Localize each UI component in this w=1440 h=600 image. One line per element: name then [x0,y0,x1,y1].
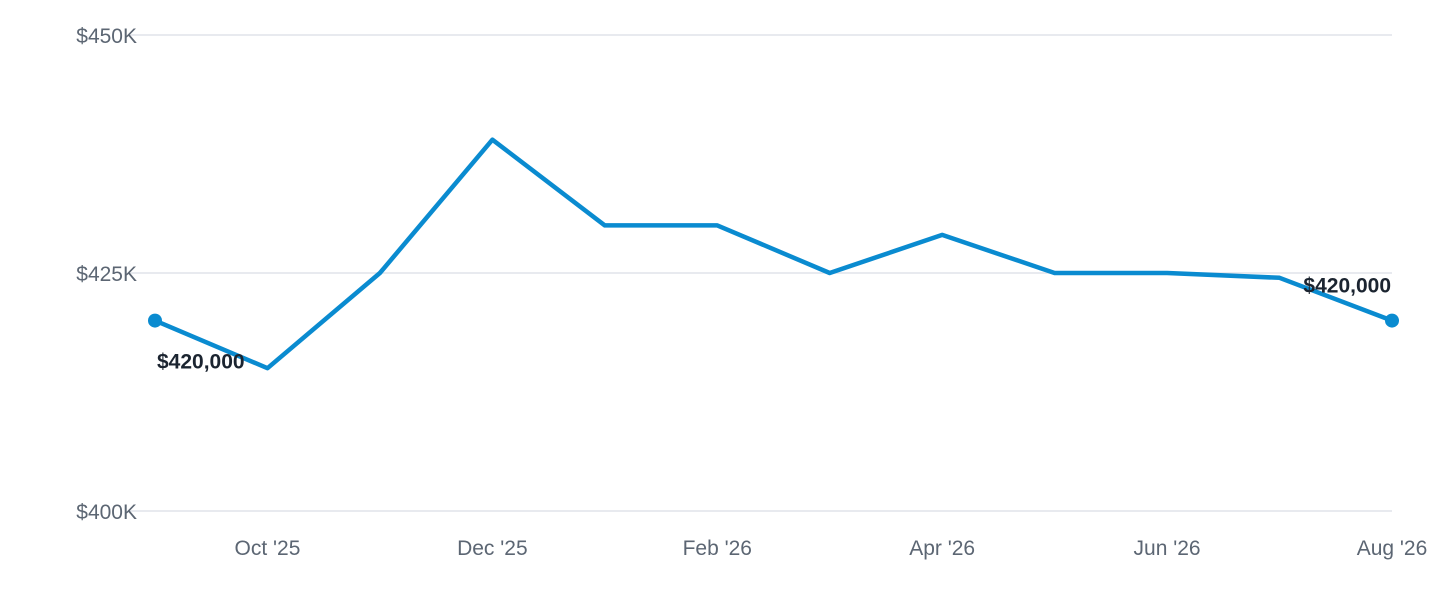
series-line [152,137,1395,371]
endpoint-marker[interactable] [1385,313,1399,328]
x-tick-label: Dec '25 [457,537,528,560]
data-labels: $420,000 $420,000 [157,275,1391,374]
x-tick-label: Feb '26 [683,537,752,560]
y-tick-label: $400K [76,501,137,524]
y-tick-label: $450K [76,25,137,48]
data-label: $420,000 [157,351,245,374]
data-label: $420,000 [1303,275,1391,298]
x-tick-label: Aug '26 [1357,537,1428,560]
y-axis: $450K $425K $400K [76,25,137,524]
y-tick-label: $425K [76,263,137,286]
x-tick-label: Apr '26 [909,537,975,560]
series [148,137,1399,371]
x-tick-label: Oct '25 [235,537,301,560]
x-tick-label: Jun '26 [1134,537,1201,560]
endpoint-marker[interactable] [148,313,162,328]
x-axis: Oct '25 Dec '25 Feb '26 Apr '26 Jun '26 Aug '… [235,537,1428,560]
